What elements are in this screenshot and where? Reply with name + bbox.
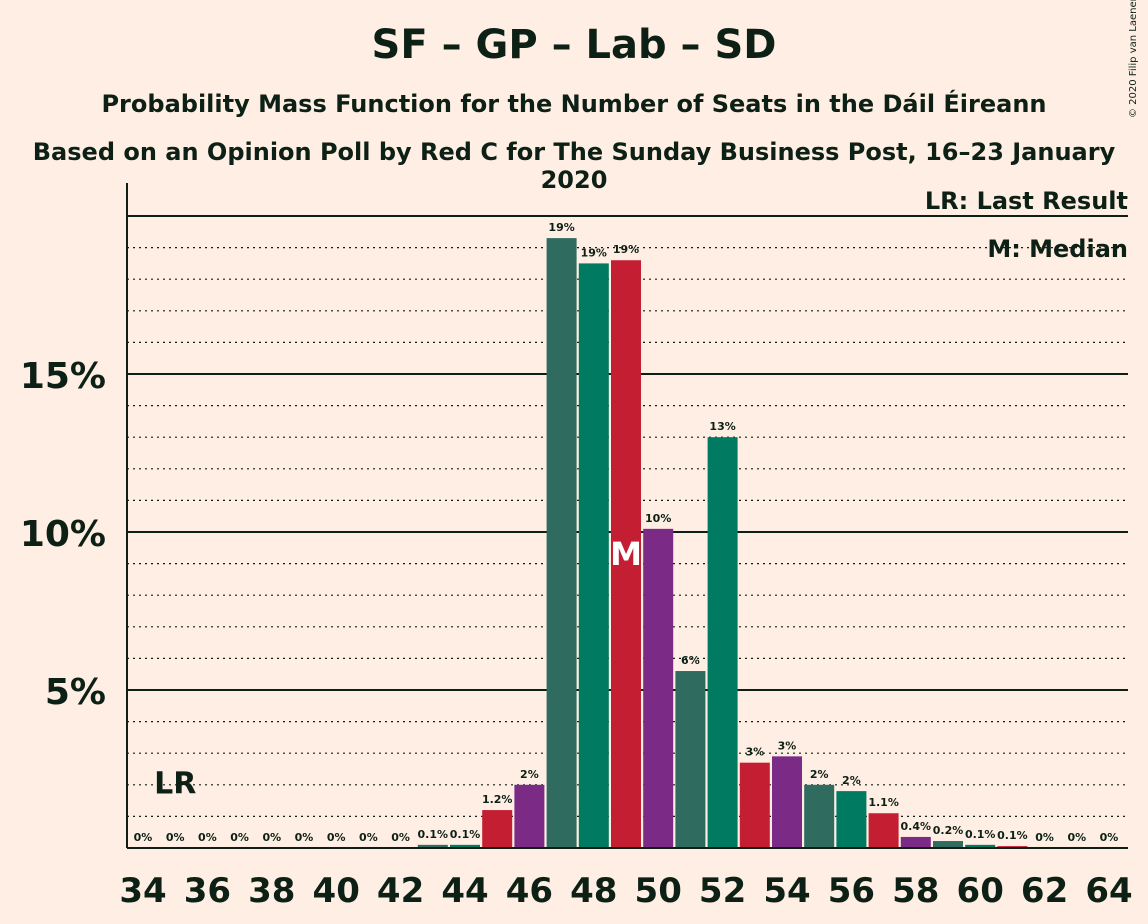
bar-seat-60 xyxy=(965,844,996,848)
bar-seat-56 xyxy=(836,791,867,848)
bar-value-label: 0% xyxy=(1067,831,1086,844)
bar-seat-48 xyxy=(578,263,609,848)
x-tick-label: 56 xyxy=(828,871,875,911)
legend-median: M: Median xyxy=(987,235,1128,263)
bars: 0% 0% 0% 0% 0% 0% 0% 0% 0% 0.1% 0.1%1.2%2%19%19% 19… xyxy=(134,221,1119,848)
bar-value-label: 0% xyxy=(134,831,153,844)
legend-last-result: LR: Last Result xyxy=(925,187,1128,215)
bar-seat-58 xyxy=(900,836,931,848)
bar-seat-49 xyxy=(611,260,641,848)
bar-value-label: 0% xyxy=(327,831,346,844)
bar-value-label: 0.4% xyxy=(901,820,932,833)
y-tick-label: 10% xyxy=(20,514,106,555)
bar-value-label: 3% xyxy=(745,746,764,759)
bar-seat-46 xyxy=(514,784,545,848)
bar-value-label: 2% xyxy=(520,768,539,781)
bar-value-label: 0% xyxy=(1035,831,1054,844)
bar-seat-44 xyxy=(450,844,480,848)
bar-value-label: 0% xyxy=(262,831,281,844)
bar-value-label: 0.2% xyxy=(933,824,964,837)
x-tick-label: 46 xyxy=(506,871,553,911)
bar-seat-43 xyxy=(417,844,448,848)
bar-value-label: 10% xyxy=(645,512,671,525)
bar-value-label: 2% xyxy=(810,768,829,781)
axes: 5% 10% 15% 34 36 38 40 42 44 46 48 50 52 54 56 58 60 62 64 xyxy=(20,183,1133,911)
bar-seat-45 xyxy=(482,810,513,848)
bar-value-label: 0.1% xyxy=(418,828,449,841)
bar-value-label: 0.1% xyxy=(450,828,481,841)
y-tick-label: 15% xyxy=(20,356,106,397)
y-tick-label: 5% xyxy=(45,672,106,713)
x-tick-label: 44 xyxy=(441,871,488,911)
bar-value-label: 0% xyxy=(198,831,217,844)
bar-value-label: 1.1% xyxy=(868,796,899,809)
chart-source: Based on an Opinion Poll by Red C for Th… xyxy=(32,138,1116,194)
last-result-marker: LR xyxy=(154,767,196,802)
bar-seat-57 xyxy=(868,813,899,848)
bar-value-label: 19% xyxy=(581,246,607,259)
bar-value-label: 13% xyxy=(709,420,735,433)
x-tick-label: 64 xyxy=(1085,871,1132,911)
legend: LR: Last Result M: Median xyxy=(925,187,1128,263)
bar-seat-54 xyxy=(772,756,802,848)
chart-title: SF – GP – Lab – SD xyxy=(371,22,777,68)
bar-value-label: 0% xyxy=(230,831,249,844)
bar-seat-59 xyxy=(933,841,963,848)
median-marker: M xyxy=(610,535,642,573)
bar-value-label: 0% xyxy=(166,831,185,844)
bar-value-label: 0% xyxy=(1100,831,1119,844)
bar-value-label: 0.1% xyxy=(997,829,1028,842)
bar-seat-53 xyxy=(739,762,770,848)
bar-value-label: 6% xyxy=(681,654,700,667)
bar-value-label: 1.2% xyxy=(482,793,513,806)
bar-value-label: 19% xyxy=(548,221,574,234)
bar-seat-51 xyxy=(675,671,706,848)
bar-value-label: 0% xyxy=(295,831,314,844)
x-tick-label: 60 xyxy=(957,871,1004,911)
x-tick-label: 62 xyxy=(1021,871,1068,911)
bar-value-label: 2% xyxy=(842,774,861,787)
bar-seat-47 xyxy=(546,238,577,848)
bar-value-label: 3% xyxy=(778,739,797,752)
bar-value-label: 0.1% xyxy=(965,828,996,841)
x-tick-label: 50 xyxy=(635,871,682,911)
x-tick-label: 42 xyxy=(377,871,424,911)
bar-value-label: 19% xyxy=(613,243,639,256)
x-tick-label: 58 xyxy=(892,871,939,911)
x-tick-label: 48 xyxy=(570,871,617,911)
bar-value-label: 0% xyxy=(391,831,410,844)
x-tick-label: 40 xyxy=(313,871,360,911)
x-tick-label: 34 xyxy=(119,871,166,911)
x-tick-label: 54 xyxy=(763,871,810,911)
x-tick-label: 52 xyxy=(699,871,746,911)
bar-seat-52 xyxy=(707,437,738,848)
x-tick-label: 36 xyxy=(184,871,231,911)
bar-seat-55 xyxy=(804,784,835,848)
chart-subtitle: Probability Mass Function for the Number… xyxy=(101,90,1047,118)
bar-value-label: 0% xyxy=(359,831,378,844)
bar-seat-50 xyxy=(643,528,674,848)
x-tick-label: 38 xyxy=(248,871,295,911)
